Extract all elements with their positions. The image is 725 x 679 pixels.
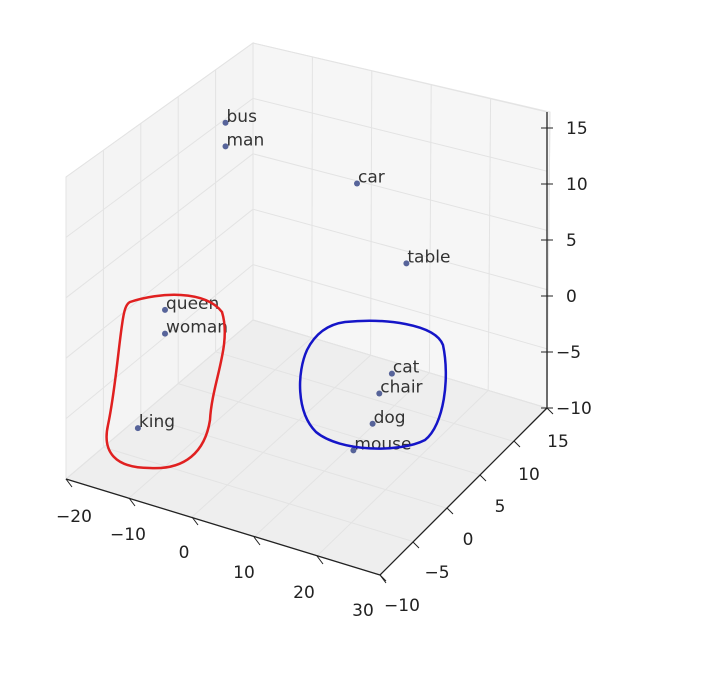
data-point: mouse [350, 434, 411, 454]
z-axis-ticks: 15 10 5 0 −5 −10 [541, 119, 592, 419]
grid-line [140, 414, 447, 509]
data-point-marker [162, 330, 168, 337]
grid-line [252, 319, 548, 409]
data-point-label: man [227, 130, 265, 150]
data-point-marker [350, 447, 357, 454]
grid-line [252, 208, 548, 291]
y-tick-mark [412, 541, 420, 549]
data-point-label: bus [227, 107, 258, 127]
z-tick-label: 15 [566, 119, 588, 139]
z-tick-label: 5 [566, 231, 577, 251]
x-tick-mark [128, 497, 136, 507]
x-tick-mark [191, 516, 199, 526]
data-point-marker [134, 425, 141, 432]
x-tick-label: −10 [110, 525, 146, 545]
grid-line [65, 42, 254, 178]
data-point: man [222, 130, 265, 150]
grid-line [128, 337, 313, 499]
x-tick-mark [316, 555, 324, 565]
data-point-label: mouse [354, 434, 411, 454]
red-circle-annotation [105, 293, 227, 470]
data-point: car [354, 168, 385, 188]
y-tick-label: 0 [463, 530, 474, 550]
y-tick-mark [513, 440, 521, 448]
y-tick-mark [446, 507, 454, 515]
y-tick-label: −10 [384, 596, 420, 616]
x-tick-mark [65, 478, 73, 488]
y-tick-mark [379, 574, 387, 582]
grid-line [215, 351, 514, 442]
x-tick-mark [253, 536, 261, 546]
grid-line [65, 97, 254, 238]
grid-line [65, 319, 254, 480]
grid-line [428, 84, 432, 373]
data-point-label: dog [374, 408, 406, 428]
data-point-marker [162, 306, 168, 313]
z-tick-label: 10 [566, 175, 588, 195]
data-point-marker [222, 143, 229, 150]
z-tick-label: 0 [566, 287, 577, 307]
grid-line [316, 390, 489, 557]
blue-circle-annotation [298, 319, 448, 450]
data-point-marker [388, 370, 395, 377]
data-point-label: king [139, 412, 175, 432]
data-point: cat [388, 358, 420, 378]
data-point-label: car [358, 168, 385, 188]
grid-line [191, 354, 371, 518]
grid-line [252, 153, 548, 231]
z-tick-label: −5 [556, 343, 581, 363]
grid-line [311, 56, 313, 338]
grid-line [178, 383, 481, 476]
grid-line [252, 97, 548, 172]
y-axis-ticks: −10 −5 0 5 10 15 [379, 407, 569, 616]
data-point: king [134, 412, 175, 432]
grid-line [65, 208, 254, 359]
data-point-label: table [407, 247, 450, 267]
data-point-label: chair [380, 378, 422, 398]
x-tick-label: 10 [233, 563, 255, 583]
data-point-marker [376, 390, 383, 397]
y-tick-mark [546, 407, 554, 415]
points-layer: busmancartablequeenwomankingcatchairdogm… [134, 107, 450, 454]
data-point-label: cat [393, 358, 420, 378]
grid-line [103, 446, 414, 543]
grid-line [487, 98, 492, 391]
data-point: dog [369, 408, 406, 428]
data-point-marker [222, 119, 229, 126]
grid-line [65, 264, 254, 419]
y-axis-line [379, 407, 548, 576]
y-tick-label: 5 [495, 497, 506, 517]
data-point: chair [376, 378, 423, 398]
x-tick-label: 30 [352, 601, 374, 621]
y-tick-mark [479, 474, 487, 482]
y-tick-label: 10 [518, 465, 540, 485]
data-point-marker [369, 420, 376, 427]
data-point: table [403, 247, 450, 267]
x-axis-line [65, 478, 381, 576]
x-tick-label: 0 [179, 543, 190, 563]
grid-line [370, 70, 373, 356]
data-point-label: woman [166, 318, 228, 338]
data-point-marker [354, 180, 360, 187]
z-tick-label: −10 [556, 399, 592, 419]
x-tick-label: −20 [56, 507, 92, 527]
grid-line [254, 372, 430, 537]
grid-line [252, 264, 548, 350]
x-tick-label: 20 [293, 583, 315, 603]
y-tick-label: 15 [547, 432, 569, 452]
data-point: woman [162, 318, 228, 338]
data-point: bus [222, 107, 258, 127]
x-axis-ticks: −20 −10 0 10 20 30 [56, 478, 387, 621]
y-tick-label: −5 [424, 563, 449, 583]
grid-line [65, 153, 254, 299]
data-point-marker [403, 260, 410, 267]
grid-line [252, 42, 548, 113]
